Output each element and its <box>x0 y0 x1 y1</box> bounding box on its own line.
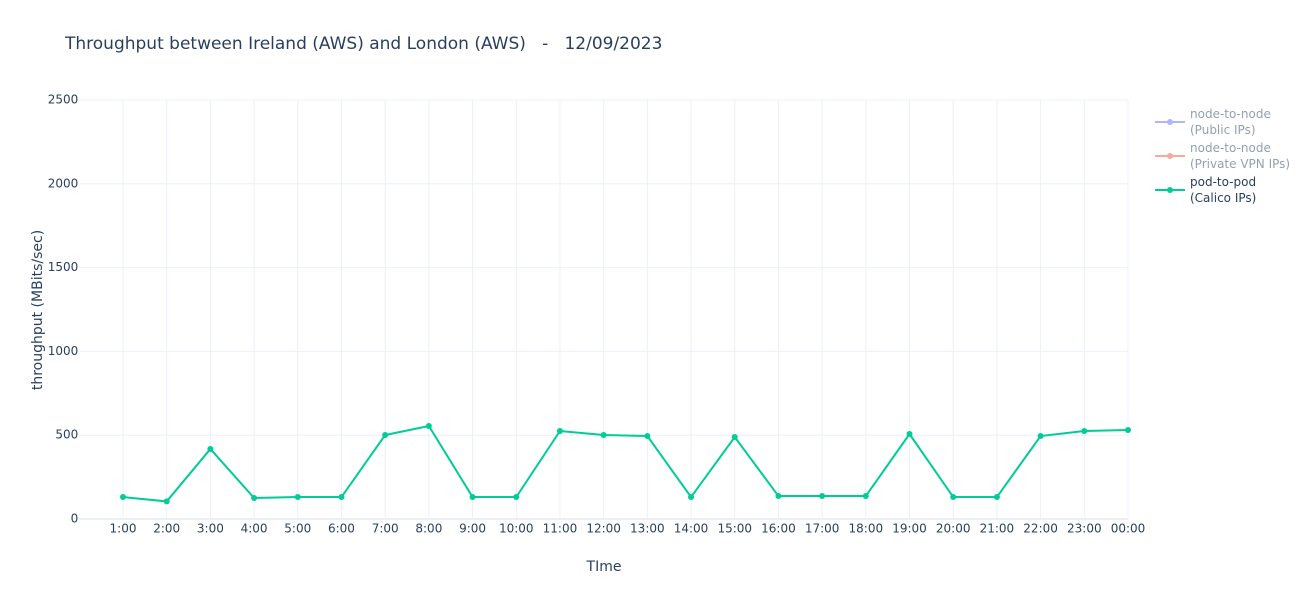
x-tick-label: 00:00 <box>1111 522 1146 536</box>
x-tick-label: 1:00 <box>110 522 137 536</box>
data-point <box>425 422 432 429</box>
legend-label: node-to-node (Private VPN IPs) <box>1190 141 1290 171</box>
x-tick-label: 20:00 <box>936 522 971 536</box>
data-point <box>163 498 170 505</box>
y-tick-label: 1500 <box>48 260 79 274</box>
x-tick-label: 15:00 <box>717 522 752 536</box>
x-tick-label: 5:00 <box>284 522 311 536</box>
data-point <box>862 493 869 500</box>
data-point <box>906 431 913 438</box>
y-tick-label: 500 <box>55 428 78 442</box>
x-tick-label: 9:00 <box>459 522 486 536</box>
x-tick-label: 7:00 <box>372 522 399 536</box>
x-axis-title: TIme <box>586 559 622 575</box>
x-tick-label: 12:00 <box>586 522 621 536</box>
legend-item[interactable]: pod-to-pod (Calico IPs) <box>1155 175 1256 205</box>
y-tick-label: 2000 <box>48 176 79 190</box>
data-point <box>775 493 782 500</box>
y-tick-label: 1000 <box>48 344 79 358</box>
x-tick-label: 11:00 <box>543 522 578 536</box>
legend-swatch-marker <box>1167 119 1173 125</box>
data-point <box>819 493 826 500</box>
x-tick-label: 4:00 <box>241 522 268 536</box>
x-tick-label: 22:00 <box>1023 522 1058 536</box>
data-point <box>1125 427 1131 434</box>
legend-swatch-marker <box>1167 187 1173 193</box>
x-tick-label: 6:00 <box>328 522 355 536</box>
data-point <box>382 432 389 439</box>
x-tick-label: 21:00 <box>980 522 1015 536</box>
data-point <box>338 494 345 501</box>
legend-label: pod-to-pod (Calico IPs) <box>1190 175 1256 205</box>
y-axis-title: throughput (MBits/sec) <box>30 230 46 390</box>
data-point <box>688 494 695 501</box>
legend-item[interactable]: node-to-node (Public IPs) <box>1155 107 1271 137</box>
data-point <box>731 434 738 441</box>
data-point <box>644 433 651 440</box>
data-point <box>993 494 1000 501</box>
data-point <box>207 445 214 452</box>
legend-swatch-marker <box>1167 153 1173 159</box>
x-tick-label: 17:00 <box>805 522 840 536</box>
x-tick-label: 13:00 <box>630 522 665 536</box>
x-tick-label: 18:00 <box>849 522 884 536</box>
data-point <box>600 432 607 439</box>
y-tick-label: 2500 <box>48 93 79 107</box>
y-tick-label: 0 <box>71 512 79 526</box>
data-point <box>469 494 476 501</box>
data-point <box>1037 433 1044 440</box>
data-point <box>1081 428 1088 435</box>
data-point <box>294 494 301 501</box>
data-point <box>950 494 957 501</box>
series-line <box>122 424 1129 503</box>
chart-title: Throughput between Ireland (AWS) and Lon… <box>64 34 662 54</box>
data-point <box>119 494 126 501</box>
x-tick-label: 19:00 <box>892 522 927 536</box>
data-point <box>556 428 563 435</box>
x-tick-label: 14:00 <box>674 522 709 536</box>
x-tick-label: 2:00 <box>153 522 180 536</box>
x-tick-label: 8:00 <box>415 522 442 536</box>
x-tick-label: 23:00 <box>1067 522 1102 536</box>
x-tick-label: 10:00 <box>499 522 534 536</box>
x-tick-label: 16:00 <box>761 522 796 536</box>
legend-item[interactable]: node-to-node (Private VPN IPs) <box>1155 141 1290 171</box>
legend-label: node-to-node (Public IPs) <box>1190 107 1271 137</box>
data-point <box>513 494 520 501</box>
data-point <box>251 495 258 502</box>
x-tick-label: 3:00 <box>197 522 224 536</box>
